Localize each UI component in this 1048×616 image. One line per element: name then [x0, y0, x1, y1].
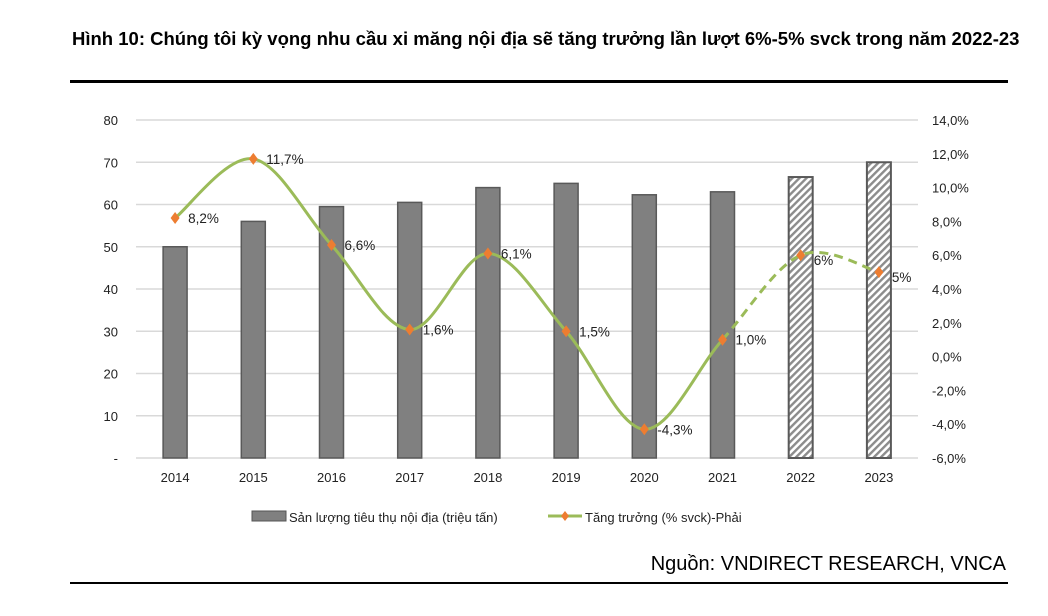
growth-marker-2023 [874, 266, 884, 279]
bar-2020 [631, 194, 658, 459]
source-rule [70, 582, 1008, 584]
x-tick-label: 2022 [786, 470, 815, 485]
growth-data-label: 5% [892, 270, 912, 285]
right-tick-label: 8,0% [932, 214, 962, 229]
growth-data-label: 6,6% [345, 238, 376, 253]
growth-marker-2021 [718, 333, 727, 346]
growth-marker-2022 [796, 249, 806, 262]
growth-marker-2016 [327, 239, 336, 252]
left-tick-label: 20 [104, 367, 118, 382]
growth-marker-2015 [248, 152, 258, 165]
growth-data-label: 8,2% [188, 211, 219, 226]
x-tick-label: 2014 [161, 470, 190, 485]
growth-data-label: 1,6% [423, 323, 454, 338]
bar-2023 [865, 161, 892, 459]
growth-line-forecast [721, 250, 880, 341]
bar-2015 [240, 220, 267, 459]
right-tick-label: 0,0% [932, 350, 962, 365]
x-tick-label: 2017 [395, 470, 424, 485]
x-tick-label: 2015 [239, 470, 268, 485]
x-tick-label: 2016 [317, 470, 346, 485]
left-tick-label: - [114, 451, 118, 466]
growth-marker-2014 [170, 212, 180, 225]
right-tick-label: -2,0% [932, 383, 966, 398]
right-tick-label: 2,0% [932, 316, 962, 331]
source-note: Nguồn: VNDIRECT RESEARCH, VNCA [650, 553, 1006, 575]
right-tick-label: 12,0% [932, 147, 969, 162]
bar-2014 [162, 246, 188, 459]
left-tick-label: 40 [104, 282, 118, 297]
legend-bar-label: Sản lượng tiêu thụ nội địa (triệu tấn) [289, 510, 498, 525]
bar-2022 [787, 176, 814, 459]
growth-data-label: 6,1% [501, 247, 532, 262]
growth-marker-2019 [561, 325, 571, 338]
growth-data-label: 1,5% [579, 324, 610, 339]
growth-marker-2017 [405, 323, 415, 336]
growth-marker-2020 [639, 423, 649, 436]
growth-marker-2018 [483, 247, 493, 260]
legend-line-label: Tăng trưởng (% svck)-Phải [585, 510, 742, 525]
growth-data-label: 6% [814, 253, 834, 268]
left-tick-label: 50 [104, 240, 118, 255]
x-tick-label: 2019 [552, 470, 581, 485]
left-tick-label: 80 [104, 113, 118, 128]
bar-2018 [475, 186, 501, 459]
growth-line [174, 157, 724, 431]
growth-data-label: 11,7% [266, 152, 303, 167]
left-tick-label: 70 [104, 155, 118, 170]
legend-bar-swatch [251, 510, 287, 522]
x-tick-label: 2018 [473, 470, 502, 485]
legend: Sản lượng tiêu thụ nội địa (triệu tấn) T… [251, 510, 742, 525]
right-tick-label: -6,0% [932, 451, 966, 466]
growth-data-label: 1,0% [736, 333, 767, 348]
legend-line-marker [561, 511, 569, 521]
bar-2021 [709, 191, 736, 459]
x-tick-label: 2020 [630, 470, 659, 485]
chart-title: Hình 10: Chúng tôi kỳ vọng nhu cầu xi mă… [72, 28, 1020, 49]
right-tick-label: 10,0% [932, 181, 969, 196]
right-tick-label: 4,0% [932, 282, 962, 297]
left-tick-label: 30 [104, 324, 118, 339]
x-tick-label: 2021 [708, 470, 737, 485]
growth-data-label: -4,3% [657, 422, 692, 437]
right-tick-label: -4,0% [932, 417, 966, 432]
right-tick-label: 14,0% [932, 113, 969, 128]
right-tick-label: 6,0% [932, 248, 962, 263]
x-tick-label: 2023 [864, 470, 893, 485]
left-tick-label: 10 [104, 409, 118, 424]
left-tick-label: 60 [104, 198, 118, 213]
title-rule [70, 80, 1008, 83]
